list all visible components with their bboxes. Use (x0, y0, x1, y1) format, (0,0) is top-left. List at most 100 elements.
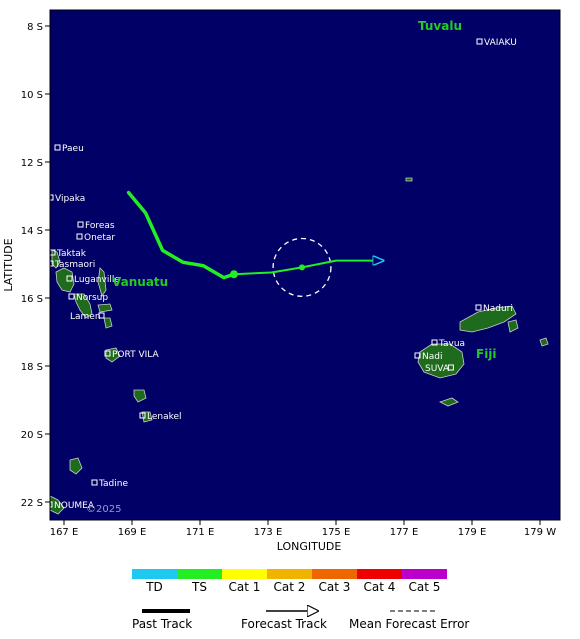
place-tasmaori: Tasmaori (50, 260, 95, 270)
lat-tick-label: 10 S (21, 90, 43, 101)
ocean-area (50, 10, 560, 520)
place-marker (68, 293, 75, 300)
place-marker (414, 352, 421, 359)
lat-tick-label: 14 S (21, 226, 43, 237)
place-marker (50, 501, 53, 508)
place-label: SUVA (425, 364, 450, 374)
vanua-levu-island (459, 305, 517, 333)
place-label: Tasmaori (54, 260, 95, 270)
place-label: Taktak (56, 249, 87, 259)
legend-swatch (357, 569, 402, 579)
track-legend: Past Track Forecast Track Mean Forecast … (132, 611, 469, 631)
place-label: Lamen (70, 312, 101, 322)
place-marker (431, 339, 438, 346)
lon-tick-label: 173 E (254, 527, 283, 538)
place-label: Onetar (84, 233, 115, 243)
place-luganville: Luganville (66, 275, 120, 285)
place-paeu: Paeu (54, 144, 84, 154)
place-label: PORT VILA (112, 350, 160, 360)
place-naduri: Naduri (475, 304, 513, 314)
place-label: Naduri (483, 304, 513, 314)
place-labels: VAIAKU Paeu Vipaka Foreas Onetar TaktakTasmao… (50, 38, 517, 511)
place-foreas: Foreas (77, 221, 115, 231)
place-taktak: Taktak (50, 249, 87, 259)
place-label: Lenakel (147, 412, 182, 422)
new-caledonia-tip (50, 495, 65, 515)
place-marker (98, 312, 105, 319)
lat-tick-label: 16 S (21, 294, 43, 305)
lon-tick-label: 171 E (186, 527, 215, 538)
place-label: VAIAKU (484, 38, 517, 48)
error-legend-label: Mean Forecast Error (349, 617, 469, 631)
lon-tick-label: 179 E (458, 527, 487, 538)
place-marker (76, 233, 83, 240)
longitude-ticks: 167 E 169 E 171 E 173 E 175 E 177 E 179 E 179 W (50, 520, 556, 538)
lau-island (539, 337, 549, 347)
map-frame (49, 9, 561, 521)
place-lenakel: Lenakel (139, 412, 182, 422)
legend-swatch (132, 569, 177, 579)
place-vaiaku: VAIAKU (476, 38, 517, 48)
espiritu-santo-island (55, 267, 75, 293)
legend-category-label: Cat 5 (409, 580, 441, 594)
legend-swatch (177, 569, 222, 579)
forecast-error-circle (272, 237, 332, 297)
legend-category-label: TD (145, 580, 163, 594)
loyalty-island (69, 457, 83, 475)
lon-tick-label: 177 E (390, 527, 419, 538)
lon-tick-label: 169 E (118, 527, 147, 538)
legend-swatch (222, 569, 267, 579)
legend-category-label: Cat 3 (319, 580, 351, 594)
country-label-fiji: Fiji (476, 347, 497, 361)
legend-swatch (312, 569, 357, 579)
ambrym-island (97, 303, 113, 313)
place-nadi: Nadi (414, 352, 442, 362)
place-port-vila: PORT VILA (104, 350, 160, 360)
kadavu-island (438, 397, 459, 407)
pentecost-island (97, 267, 107, 297)
place-label: Tavua (438, 339, 465, 349)
x-axis-title: LONGITUDE (277, 540, 342, 553)
taveuni-island (507, 319, 519, 333)
place-label: Foreas (85, 221, 115, 231)
lon-tick-label: 175 E (322, 527, 351, 538)
place-marker (104, 350, 111, 357)
legend-category-label: Cat 4 (364, 580, 396, 594)
erromango-island (133, 389, 147, 403)
place-label: Luganville (74, 275, 120, 285)
intensity-legend: TD TS Cat 1 Cat 2 Cat 3 Cat 4 Cat 5 (132, 569, 447, 594)
place-onetar: Onetar (76, 233, 115, 243)
place-label: Vipaka (55, 194, 85, 204)
epi-island (103, 317, 113, 329)
forecast-track-legend-label: Forecast Track (241, 617, 327, 631)
lon-tick-label: 179 W (524, 527, 556, 538)
current-position-marker (230, 270, 238, 279)
lon-tick-label: 167 E (50, 527, 79, 538)
copyright-watermark: ©2025 (86, 504, 121, 515)
lat-tick-label: 8 S (27, 22, 43, 33)
place-tadine: Tadine (91, 479, 128, 489)
place-marker (54, 144, 61, 151)
country-label-tuvalu: Tuvalu (418, 19, 462, 33)
malekula-island (73, 293, 93, 319)
lat-tick-label: 20 S (21, 430, 43, 441)
tuvalu-islet (405, 177, 413, 182)
place-label: NOUMEA (54, 501, 95, 511)
place-marker (476, 38, 483, 45)
lat-tick-label: 18 S (21, 362, 43, 373)
place-label: Tadine (98, 479, 128, 489)
legend-category-label: Cat 2 (274, 580, 306, 594)
place-lamen: Lamen (70, 312, 105, 322)
place-marker (66, 275, 73, 282)
legend-swatch (267, 569, 312, 579)
latitude-ticks: 8 S 10 S 12 S 14 S 16 S 18 S 20 S 22 S (21, 22, 50, 509)
place-norsup: Norsup (68, 293, 108, 303)
place-suva: SUVA (425, 364, 454, 374)
y-axis-title: LATITUDE (2, 238, 15, 291)
past-track-legend-label: Past Track (132, 617, 192, 631)
lat-tick-label: 22 S (21, 498, 43, 509)
past-track-line (126, 190, 236, 280)
legend-category-label: TS (191, 580, 207, 594)
place-label: Paeu (62, 144, 84, 154)
